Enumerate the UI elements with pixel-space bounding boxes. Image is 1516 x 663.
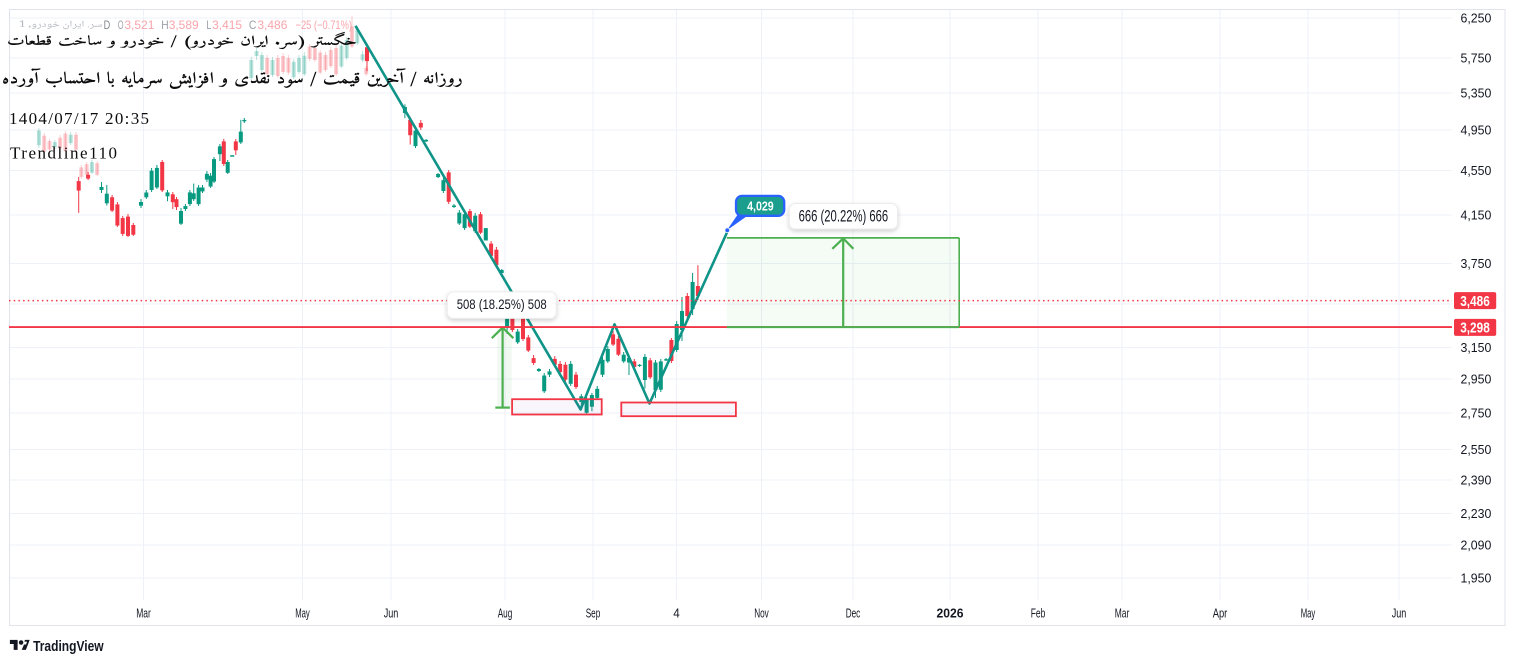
svg-text:D: D <box>104 18 111 32</box>
svg-text:2,750: 2,750 <box>1461 407 1492 421</box>
svg-text:May: May <box>1301 607 1316 621</box>
svg-text:4,550: 4,550 <box>1461 164 1492 178</box>
svg-text:4,029: 4,029 <box>747 199 774 214</box>
svg-text:2,230: 2,230 <box>1461 507 1492 521</box>
svg-text:4,150: 4,150 <box>1461 209 1492 223</box>
svg-text:3,486: 3,486 <box>257 18 287 32</box>
svg-text:Mar: Mar <box>136 607 151 621</box>
svg-text:3,415: 3,415 <box>212 18 242 32</box>
svg-text:TradingView: TradingView <box>33 639 104 655</box>
svg-text:May: May <box>295 607 310 621</box>
svg-text:2,390: 2,390 <box>1461 474 1492 488</box>
svg-text:2,550: 2,550 <box>1461 443 1492 457</box>
svg-text:4: 4 <box>673 607 680 621</box>
svg-text:Mar: Mar <box>1115 607 1130 621</box>
svg-text:3,298: 3,298 <box>1460 320 1490 337</box>
svg-text:1404/07/17 20:35: 1404/07/17 20:35 <box>9 109 149 128</box>
svg-text:H: H <box>161 18 168 32</box>
svg-text:4,950: 4,950 <box>1461 124 1492 138</box>
svg-text:O: O <box>118 18 124 32</box>
svg-text:Aug: Aug <box>498 607 513 621</box>
svg-text:2026: 2026 <box>937 607 964 621</box>
svg-text:3,750: 3,750 <box>1461 257 1492 271</box>
svg-text:Apr: Apr <box>1213 607 1228 621</box>
svg-text:Jun: Jun <box>1392 607 1407 621</box>
svg-text:−25 (−0.71%): −25 (−0.71%) <box>296 18 353 32</box>
svg-text:2,090: 2,090 <box>1461 539 1492 553</box>
svg-text:Feb: Feb <box>1031 607 1046 621</box>
svg-text:3,150: 3,150 <box>1461 341 1492 355</box>
svg-text:3,486: 3,486 <box>1460 293 1490 310</box>
svg-text:C: C <box>249 18 257 32</box>
svg-text:5,750: 5,750 <box>1461 52 1492 66</box>
svg-text:Sep: Sep <box>586 607 601 621</box>
svg-text:3,521: 3,521 <box>124 18 154 32</box>
svg-text:1,950: 1,950 <box>1461 572 1492 586</box>
svg-text:666 (20.22%) 666: 666 (20.22%) 666 <box>799 208 889 226</box>
svg-text:3,589: 3,589 <box>169 18 199 32</box>
svg-text:6,250: 6,250 <box>1461 12 1492 26</box>
svg-text:Nov: Nov <box>754 607 769 621</box>
svg-text:508 (18.25%) 508: 508 (18.25%) 508 <box>457 297 547 312</box>
svg-text:Trendline110: Trendline110 <box>10 143 117 162</box>
svg-text:Jun: Jun <box>384 607 399 621</box>
svg-text:Dec: Dec <box>846 607 861 621</box>
svg-text:2,950: 2,950 <box>1461 373 1492 387</box>
svg-text:5,350: 5,350 <box>1461 87 1492 101</box>
svg-text:L: L <box>206 18 211 32</box>
